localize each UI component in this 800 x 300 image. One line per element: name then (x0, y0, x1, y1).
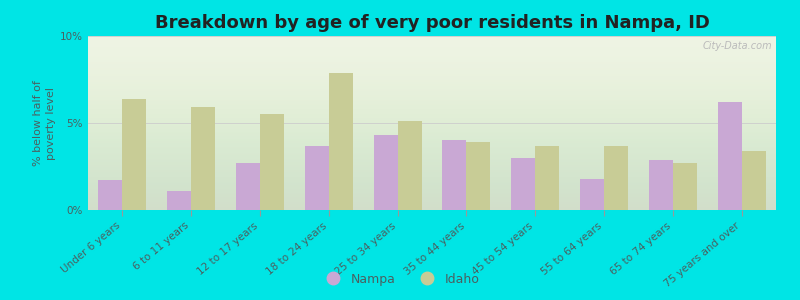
Bar (649, 160, 673, 210)
Bar (167, 191, 191, 210)
Bar (191, 107, 215, 210)
Bar (604, 146, 628, 210)
Bar (305, 146, 329, 210)
Bar (511, 158, 535, 210)
Bar (98, 180, 122, 210)
Bar (673, 163, 697, 210)
Bar (580, 179, 604, 210)
Bar (329, 73, 353, 210)
Bar (535, 146, 559, 210)
Bar (236, 163, 260, 210)
Bar (742, 151, 766, 210)
Bar (122, 99, 146, 210)
Bar (718, 102, 742, 210)
Y-axis label: % below half of
poverty level: % below half of poverty level (33, 80, 56, 166)
Bar (260, 114, 284, 210)
Bar (466, 142, 490, 210)
Legend: Nampa, Idaho: Nampa, Idaho (316, 268, 484, 291)
Bar (442, 140, 466, 210)
Bar (398, 121, 422, 210)
Title: Breakdown by age of very poor residents in Nampa, ID: Breakdown by age of very poor residents … (154, 14, 710, 32)
Text: City-Data.com: City-Data.com (703, 41, 773, 51)
Bar (374, 135, 398, 210)
